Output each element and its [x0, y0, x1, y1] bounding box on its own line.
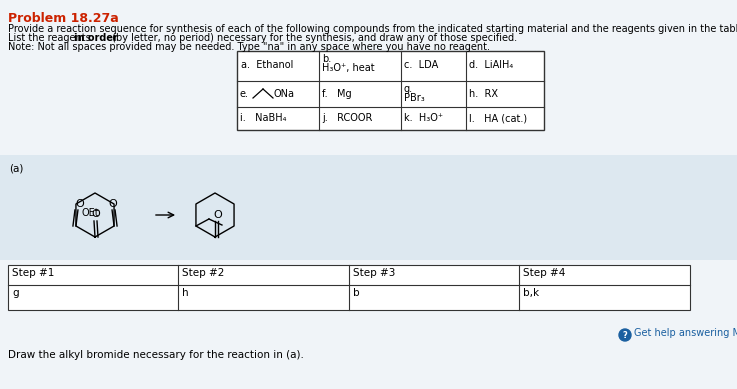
Text: g: g [12, 288, 18, 298]
Text: Step #4: Step #4 [523, 268, 566, 278]
Text: O: O [91, 209, 99, 219]
Text: b,k: b,k [523, 288, 539, 298]
Text: List the reagents: List the reagents [8, 33, 94, 43]
Text: OEt: OEt [82, 208, 99, 218]
Text: Step #1: Step #1 [12, 268, 55, 278]
Text: Step #2: Step #2 [183, 268, 225, 278]
Text: g.: g. [404, 84, 413, 94]
Bar [237, 51, 544, 130]
Text: j.   RCOOR: j. RCOOR [322, 113, 372, 123]
Text: i.   NaBH₄: i. NaBH₄ [240, 113, 287, 123]
Text: h: h [183, 288, 189, 298]
Circle shape [619, 329, 631, 341]
Text: (by letter, no period) necessary for the synthesis, and draw any of those specif: (by letter, no period) necessary for the… [109, 33, 517, 43]
Bar [0, 155, 737, 260]
Text: e.: e. [240, 89, 249, 99]
Text: Note: Not all spaces provided may be needed. Type "na" in any space where you ha: Note: Not all spaces provided may be nee… [8, 42, 490, 52]
Text: h.  RX: h. RX [469, 89, 498, 99]
Text: f.   Mg: f. Mg [322, 89, 352, 99]
Text: (a): (a) [9, 163, 24, 173]
Text: b.: b. [322, 54, 331, 64]
Text: ?: ? [623, 331, 627, 340]
Text: k.  H₃O⁺: k. H₃O⁺ [404, 113, 443, 123]
Text: c.  LDA: c. LDA [404, 60, 439, 70]
Text: in order: in order [74, 33, 118, 43]
Text: PBr₃: PBr₃ [404, 93, 425, 103]
Text: Get help answering Molecular Drawing questions.: Get help answering Molecular Drawing que… [634, 328, 737, 338]
Text: H₃O⁺, heat: H₃O⁺, heat [322, 63, 374, 73]
Text: l.   HA (cat.): l. HA (cat.) [469, 113, 527, 123]
Text: Provide a reaction sequence for synthesis of each of the following compounds fro: Provide a reaction sequence for synthesi… [8, 24, 737, 34]
Bar [8, 265, 690, 310]
Text: O: O [75, 199, 84, 209]
Text: O: O [213, 210, 222, 220]
Text: a.  Ethanol: a. Ethanol [241, 60, 293, 70]
Text: Problem 18.27a: Problem 18.27a [8, 12, 119, 25]
Text: Step #3: Step #3 [353, 268, 395, 278]
Text: b: b [353, 288, 360, 298]
Text: O: O [108, 199, 116, 209]
Text: Draw the alkyl bromide necessary for the reaction in (a).: Draw the alkyl bromide necessary for the… [8, 350, 304, 360]
Text: d.  LiAlH₄: d. LiAlH₄ [469, 60, 513, 70]
Text: ONa: ONa [274, 89, 295, 99]
